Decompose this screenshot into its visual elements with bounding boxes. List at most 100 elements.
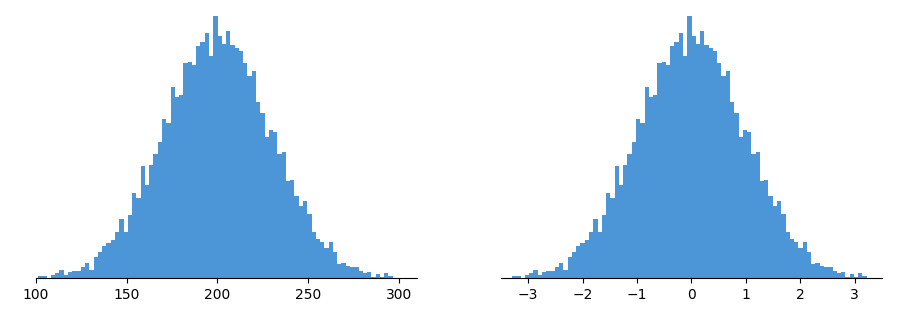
- Bar: [700, 31, 705, 278]
- Bar: [598, 232, 602, 278]
- Bar: [38, 276, 42, 278]
- Bar: [824, 267, 828, 278]
- Bar: [773, 206, 777, 278]
- Bar: [235, 47, 238, 278]
- Bar: [132, 193, 137, 278]
- Bar: [537, 275, 542, 278]
- Bar: [64, 275, 68, 278]
- Bar: [166, 123, 171, 278]
- Bar: [252, 71, 256, 278]
- Bar: [149, 164, 154, 278]
- Bar: [512, 276, 517, 278]
- Bar: [563, 270, 568, 278]
- Bar: [725, 71, 730, 278]
- Bar: [580, 243, 585, 278]
- Bar: [269, 130, 273, 278]
- Bar: [752, 154, 756, 278]
- Bar: [184, 63, 188, 278]
- Bar: [333, 252, 338, 278]
- Bar: [265, 137, 269, 278]
- Bar: [551, 271, 554, 278]
- Bar: [427, 277, 431, 278]
- Bar: [72, 271, 76, 278]
- Bar: [94, 257, 98, 278]
- Bar: [243, 63, 248, 278]
- Bar: [832, 271, 837, 278]
- Bar: [175, 97, 179, 278]
- Bar: [593, 219, 598, 278]
- Bar: [106, 243, 111, 278]
- Bar: [683, 56, 688, 278]
- Bar: [730, 102, 734, 278]
- Bar: [525, 275, 529, 278]
- Bar: [201, 42, 205, 278]
- Bar: [568, 257, 572, 278]
- Bar: [140, 166, 145, 278]
- Bar: [380, 277, 384, 278]
- Bar: [769, 196, 773, 278]
- Bar: [747, 132, 752, 278]
- Bar: [589, 232, 593, 278]
- Bar: [688, 16, 691, 278]
- Bar: [341, 263, 346, 278]
- Bar: [290, 180, 294, 278]
- Bar: [137, 198, 140, 278]
- Bar: [708, 47, 713, 278]
- Bar: [722, 76, 725, 278]
- Bar: [355, 267, 358, 278]
- Bar: [86, 263, 89, 278]
- Bar: [781, 214, 786, 278]
- Bar: [572, 252, 576, 278]
- Bar: [657, 63, 662, 278]
- Bar: [760, 181, 764, 278]
- Bar: [623, 164, 627, 278]
- Bar: [303, 201, 307, 278]
- Bar: [576, 246, 580, 278]
- Bar: [311, 232, 316, 278]
- Bar: [188, 62, 192, 278]
- Bar: [529, 273, 534, 278]
- Bar: [756, 152, 760, 278]
- Bar: [790, 239, 794, 278]
- Bar: [696, 44, 700, 278]
- Bar: [98, 252, 103, 278]
- Bar: [115, 232, 120, 278]
- Bar: [389, 276, 392, 278]
- Bar: [777, 201, 781, 278]
- Bar: [123, 232, 128, 278]
- Bar: [859, 273, 862, 278]
- Bar: [845, 277, 850, 278]
- Bar: [179, 95, 184, 278]
- Bar: [627, 154, 632, 278]
- Bar: [260, 113, 265, 278]
- Bar: [192, 66, 196, 278]
- Bar: [89, 270, 94, 278]
- Bar: [585, 240, 589, 278]
- Bar: [742, 130, 747, 278]
- Bar: [372, 277, 375, 278]
- Bar: [691, 36, 696, 278]
- Bar: [248, 76, 252, 278]
- Bar: [316, 239, 320, 278]
- Bar: [542, 272, 546, 278]
- Bar: [666, 66, 670, 278]
- Bar: [842, 272, 845, 278]
- Bar: [794, 242, 798, 278]
- Bar: [649, 97, 653, 278]
- Bar: [51, 275, 55, 278]
- Bar: [81, 268, 86, 278]
- Bar: [59, 270, 64, 278]
- Bar: [196, 46, 201, 278]
- Bar: [554, 268, 559, 278]
- Bar: [375, 274, 380, 278]
- Bar: [358, 271, 363, 278]
- Bar: [205, 33, 209, 278]
- Bar: [256, 102, 260, 278]
- Bar: [739, 137, 742, 278]
- Bar: [619, 185, 623, 278]
- Bar: [221, 44, 226, 278]
- Bar: [534, 270, 537, 278]
- Bar: [384, 273, 389, 278]
- Bar: [55, 273, 59, 278]
- Bar: [363, 273, 367, 278]
